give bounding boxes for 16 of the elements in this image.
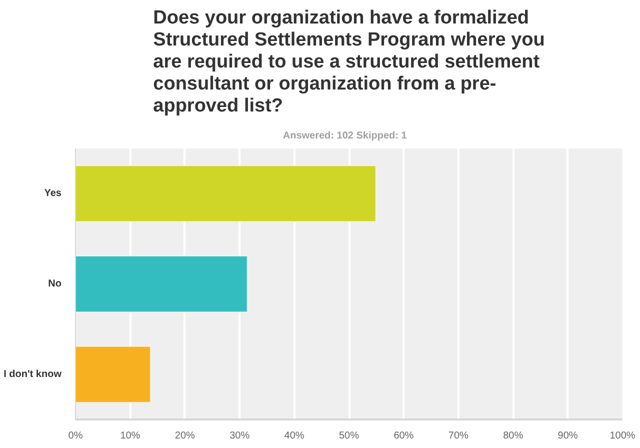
x-tick-label: 60%: [394, 430, 414, 442]
x-tick-label: 20%: [174, 430, 196, 442]
x-tick-label: 70%: [448, 430, 469, 442]
x-tick-label: 30%: [230, 430, 250, 442]
y-tick-label: I don't know: [4, 368, 62, 380]
chart-subtitle: Answered: 102 Skipped: 1: [282, 130, 408, 142]
x-tick-label: 40%: [284, 430, 304, 442]
x-tick-label: 50%: [338, 430, 360, 442]
x-tick-label: 100%: [610, 430, 636, 442]
y-tick-label: Yes: [44, 188, 62, 200]
x-tick-label: 90%: [558, 430, 578, 442]
y-tick-label: No: [48, 278, 62, 290]
chart-title: Does your organization have a formalized Structured Settlements Program where you are required to use a structured settlement consultant or organization from a pre- approved list?: [153, 7, 545, 116]
x-tick-label: 0%: [68, 430, 83, 442]
x-tick-label: 10%: [120, 430, 140, 442]
x-tick-label: 80%: [503, 430, 524, 442]
